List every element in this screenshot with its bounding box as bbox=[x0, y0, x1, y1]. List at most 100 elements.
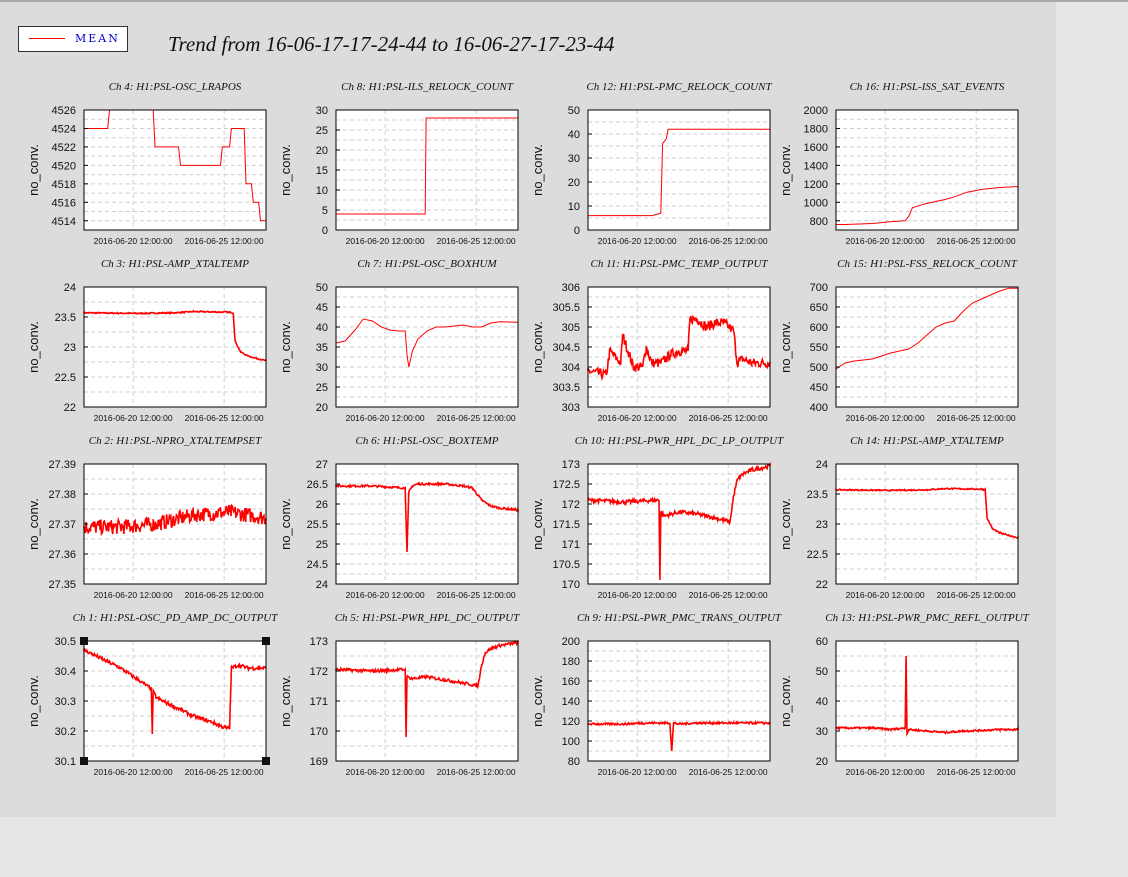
y-tick-label: 25 bbox=[316, 125, 328, 137]
y-tick-label: 40 bbox=[568, 129, 580, 141]
y-tick-label: 169 bbox=[310, 756, 328, 768]
y-tick-label: 50 bbox=[568, 105, 580, 117]
chart-panel: Ch 11: H1:PSL-PMC_TEMP_OUTPUT 306 305.5 305… bbox=[530, 258, 771, 423]
x-tick-label: 2016-06-20 12:00:00 bbox=[94, 590, 173, 600]
series-line bbox=[835, 486, 1019, 539]
y-tick-label: 25 bbox=[316, 382, 328, 394]
y-axis-label: no_conv. bbox=[778, 675, 793, 727]
x-tick-label: 2016-06-20 12:00:00 bbox=[94, 413, 173, 423]
y-tick-label: 173 bbox=[310, 636, 328, 648]
x-tick-label: 2016-06-25 12:00:00 bbox=[937, 767, 1016, 777]
y-tick-label: 27 bbox=[316, 459, 328, 471]
selection-handle bbox=[262, 757, 270, 765]
x-tick-label: 2016-06-20 12:00:00 bbox=[846, 413, 925, 423]
y-axis-label: no_conv. bbox=[278, 144, 293, 196]
y-tick-label: 172 bbox=[562, 499, 580, 511]
chart-title: Ch 12: H1:PSL-PMC_RELOCK_COUNT bbox=[586, 81, 772, 93]
page-title: Trend from 16-06-17-17-24-44 to 16-06-27… bbox=[168, 32, 615, 56]
y-tick-label: 4518 bbox=[52, 179, 76, 191]
x-tick-label: 2016-06-20 12:00:00 bbox=[598, 767, 677, 777]
selection-handle bbox=[80, 757, 88, 765]
y-tick-label: 450 bbox=[810, 382, 828, 394]
plot-frame bbox=[835, 109, 1019, 231]
y-tick-label: 171 bbox=[310, 696, 328, 708]
y-tick-label: 1400 bbox=[804, 160, 828, 172]
x-tick-label: 2016-06-25 12:00:00 bbox=[937, 236, 1016, 246]
chart-panel: Ch 5: H1:PSL-PWR_HPL_DC_OUTPUT 173 172 171 1… bbox=[278, 612, 520, 777]
x-tick-label: 2016-06-20 12:00:00 bbox=[598, 413, 677, 423]
series-line bbox=[336, 117, 518, 215]
chart-title: Ch 5: H1:PSL-PWR_HPL_DC_OUTPUT bbox=[335, 612, 520, 624]
y-tick-label: 30 bbox=[316, 362, 328, 374]
y-tick-label: 30 bbox=[568, 153, 580, 165]
y-axis-label: no_conv. bbox=[530, 675, 545, 727]
series-line bbox=[588, 128, 770, 217]
y-axis-label: no_conv. bbox=[530, 498, 545, 550]
series-line bbox=[335, 318, 519, 368]
y-tick-label: 120 bbox=[562, 716, 580, 728]
y-tick-label: 15 bbox=[316, 165, 328, 177]
x-tick-label: 2016-06-25 12:00:00 bbox=[185, 413, 264, 423]
y-tick-label: 305.5 bbox=[552, 302, 580, 314]
x-tick-label: 2016-06-20 12:00:00 bbox=[346, 590, 425, 600]
series-line bbox=[835, 287, 1018, 370]
y-tick-label: 20 bbox=[316, 402, 328, 414]
y-tick-label: 304.5 bbox=[552, 342, 580, 354]
x-tick-label: 2016-06-25 12:00:00 bbox=[689, 413, 768, 423]
y-tick-label: 1000 bbox=[804, 197, 828, 209]
series-line bbox=[83, 309, 267, 362]
x-tick-label: 2016-06-25 12:00:00 bbox=[937, 590, 1016, 600]
y-tick-label: 5 bbox=[322, 205, 328, 217]
x-tick-label: 2016-06-25 12:00:00 bbox=[689, 767, 768, 777]
y-tick-label: 80 bbox=[568, 756, 580, 768]
y-tick-label: 4520 bbox=[52, 160, 76, 172]
y-axis-label: no_conv. bbox=[26, 675, 41, 727]
y-tick-label: 27.39 bbox=[48, 459, 76, 471]
y-tick-label: 23.5 bbox=[55, 312, 76, 324]
y-axis-label: no_conv. bbox=[278, 675, 293, 727]
y-tick-label: 0 bbox=[574, 225, 580, 237]
legend-box: MEAN bbox=[18, 26, 128, 52]
y-tick-label: 600 bbox=[810, 322, 828, 334]
y-axis-label: no_conv. bbox=[26, 144, 41, 196]
window-border bbox=[1056, 0, 1128, 2]
plot-frame bbox=[83, 109, 267, 231]
plot-area bbox=[836, 110, 1018, 230]
y-tick-label: 400 bbox=[810, 402, 828, 414]
chart-title: Ch 13: H1:PSL-PWR_PMC_REFL_OUTPUT bbox=[825, 612, 1029, 624]
chart-title: Ch 9: H1:PSL-PWR_PMC_TRANS_OUTPUT bbox=[577, 612, 782, 624]
y-tick-label: 1600 bbox=[804, 142, 828, 154]
y-axis-label: no_conv. bbox=[778, 321, 793, 373]
series-line bbox=[835, 655, 1019, 737]
y-axis-label: no_conv. bbox=[26, 321, 41, 373]
x-tick-label: 2016-06-25 12:00:00 bbox=[689, 236, 768, 246]
y-tick-label: 200 bbox=[562, 636, 580, 648]
x-tick-label: 2016-06-25 12:00:00 bbox=[437, 236, 516, 246]
y-axis-label: no_conv. bbox=[778, 144, 793, 196]
y-tick-label: 170 bbox=[310, 726, 328, 738]
chart-panel: Ch 4: H1:PSL-OSC_LRAPOS 4526 4524 4522 4520 4… bbox=[26, 81, 267, 246]
y-tick-label: 60 bbox=[816, 636, 828, 648]
y-tick-label: 170 bbox=[562, 579, 580, 591]
y-tick-label: 171 bbox=[562, 539, 580, 551]
y-tick-label: 27.36 bbox=[48, 549, 76, 561]
chart-title: Ch 10: H1:PSL-PWR_HPL_DC_LP_OUTPUT bbox=[575, 435, 784, 447]
y-tick-label: 550 bbox=[810, 342, 828, 354]
y-tick-label: 30.4 bbox=[55, 666, 76, 678]
selection-handle bbox=[80, 637, 88, 645]
series-line bbox=[335, 639, 519, 738]
x-tick-label: 2016-06-20 12:00:00 bbox=[94, 767, 173, 777]
y-axis-label: no_conv. bbox=[278, 498, 293, 550]
y-tick-label: 10 bbox=[316, 185, 328, 197]
x-tick-label: 2016-06-25 12:00:00 bbox=[937, 413, 1016, 423]
chart-panel: Ch 10: H1:PSL-PWR_HPL_DC_LP_OUTPUT 173 172… bbox=[530, 435, 784, 600]
chart-panel: Ch 9: H1:PSL-PWR_PMC_TRANS_OUTPUT 200 180 1… bbox=[530, 612, 782, 777]
y-tick-label: 305 bbox=[562, 322, 580, 334]
y-tick-label: 303.5 bbox=[552, 382, 580, 394]
y-tick-label: 4514 bbox=[52, 216, 76, 228]
x-tick-label: 2016-06-20 12:00:00 bbox=[346, 236, 425, 246]
y-tick-label: 24 bbox=[816, 459, 828, 471]
y-tick-label: 23 bbox=[816, 519, 828, 531]
y-tick-label: 172 bbox=[310, 666, 328, 678]
